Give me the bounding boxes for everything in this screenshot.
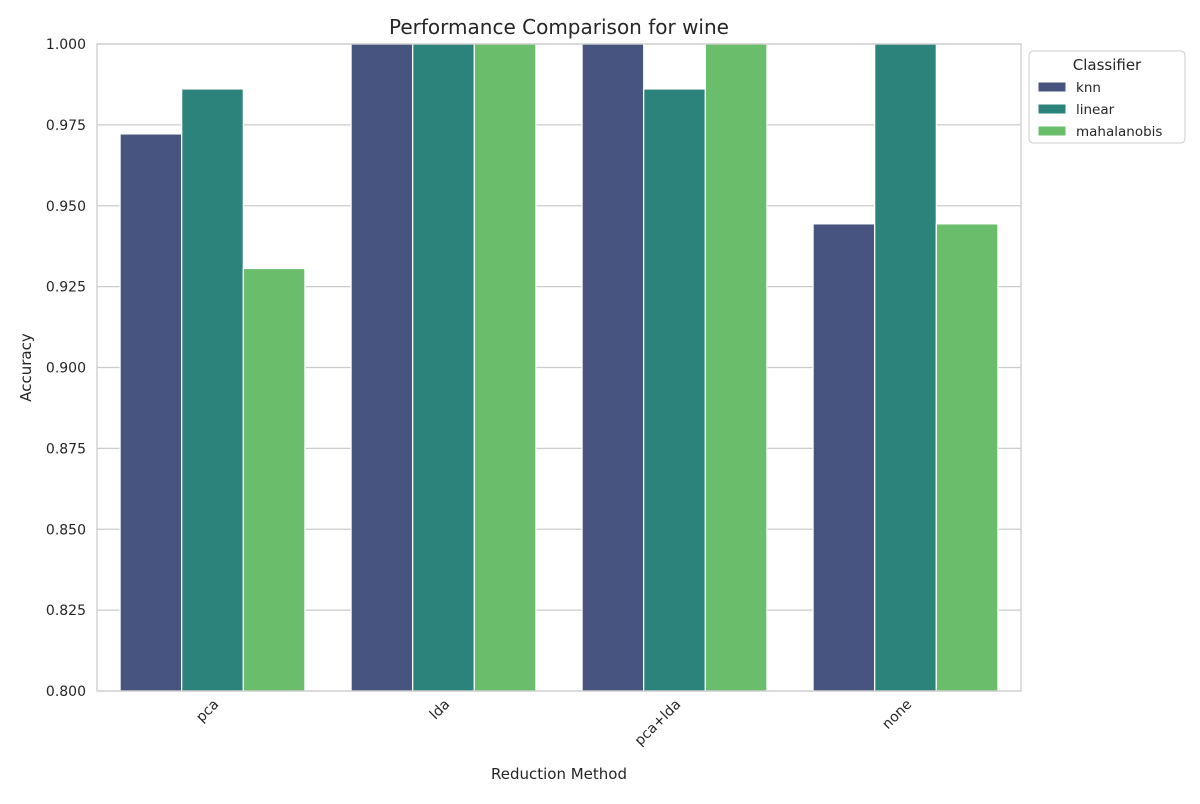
y-tick-labels: 0.800 0.825 0.850 0.875 0.900 0.925 0.950 0.975… [46, 37, 86, 700]
y-axis-title: Accuracy [17, 333, 35, 402]
bar-linear-pca+lda [643, 88, 706, 692]
bars [119, 43, 999, 692]
legend-box [1028, 50, 1186, 144]
bar-linear-none [874, 43, 937, 692]
x-tick-label: pca [193, 697, 222, 726]
y-tick-label: 1.000 [46, 37, 86, 53]
chart-title: Performance Comparison for wine [389, 15, 729, 39]
y-tick-label: 0.800 [46, 684, 86, 700]
legend-items: knn linear mahalanobis [1037, 80, 1162, 140]
bar-knn-none [812, 223, 876, 692]
bar-mahalanobis-pca+lda [704, 43, 768, 692]
x-tick-label: none [879, 697, 915, 733]
y-tick-label: 0.875 [46, 441, 86, 457]
legend-label-knn: knn [1076, 80, 1101, 96]
legend-swatch-mahalanobis [1037, 125, 1067, 137]
x-axis-title: Reduction Method [491, 765, 627, 783]
legend-swatch-linear [1037, 103, 1067, 115]
y-tick-label: 0.975 [46, 118, 86, 134]
bar-mahalanobis-lda [473, 43, 537, 692]
x-tick-labels: pca lda pca+lda none [193, 697, 915, 750]
bar-knn-pca [119, 133, 183, 692]
legend-swatch-knn [1037, 81, 1067, 93]
legend-label-mahalanobis: mahalanobis [1076, 124, 1162, 140]
x-tick-label: lda [427, 697, 453, 723]
bar-knn-pca+lda [581, 43, 645, 692]
y-tick-label: 0.825 [46, 603, 86, 619]
y-tick-label: 0.925 [46, 280, 86, 296]
legend-label-linear: linear [1076, 102, 1115, 118]
bar-mahalanobis-none [935, 223, 999, 692]
bar-linear-pca [181, 88, 244, 692]
y-tick-label: 0.950 [46, 199, 86, 215]
plot-frame [96, 43, 1022, 692]
y-tick-label: 0.900 [46, 361, 86, 377]
bar-mahalanobis-pca [242, 267, 306, 692]
legend: Classifier knn linear mahalanobis [1028, 50, 1186, 144]
bar-knn-lda [350, 43, 414, 692]
bar-linear-lda [412, 43, 475, 692]
x-tick-label: pca+lda [632, 697, 685, 750]
legend-title: Classifier [1073, 56, 1142, 74]
y-tick-label: 0.850 [46, 522, 86, 538]
